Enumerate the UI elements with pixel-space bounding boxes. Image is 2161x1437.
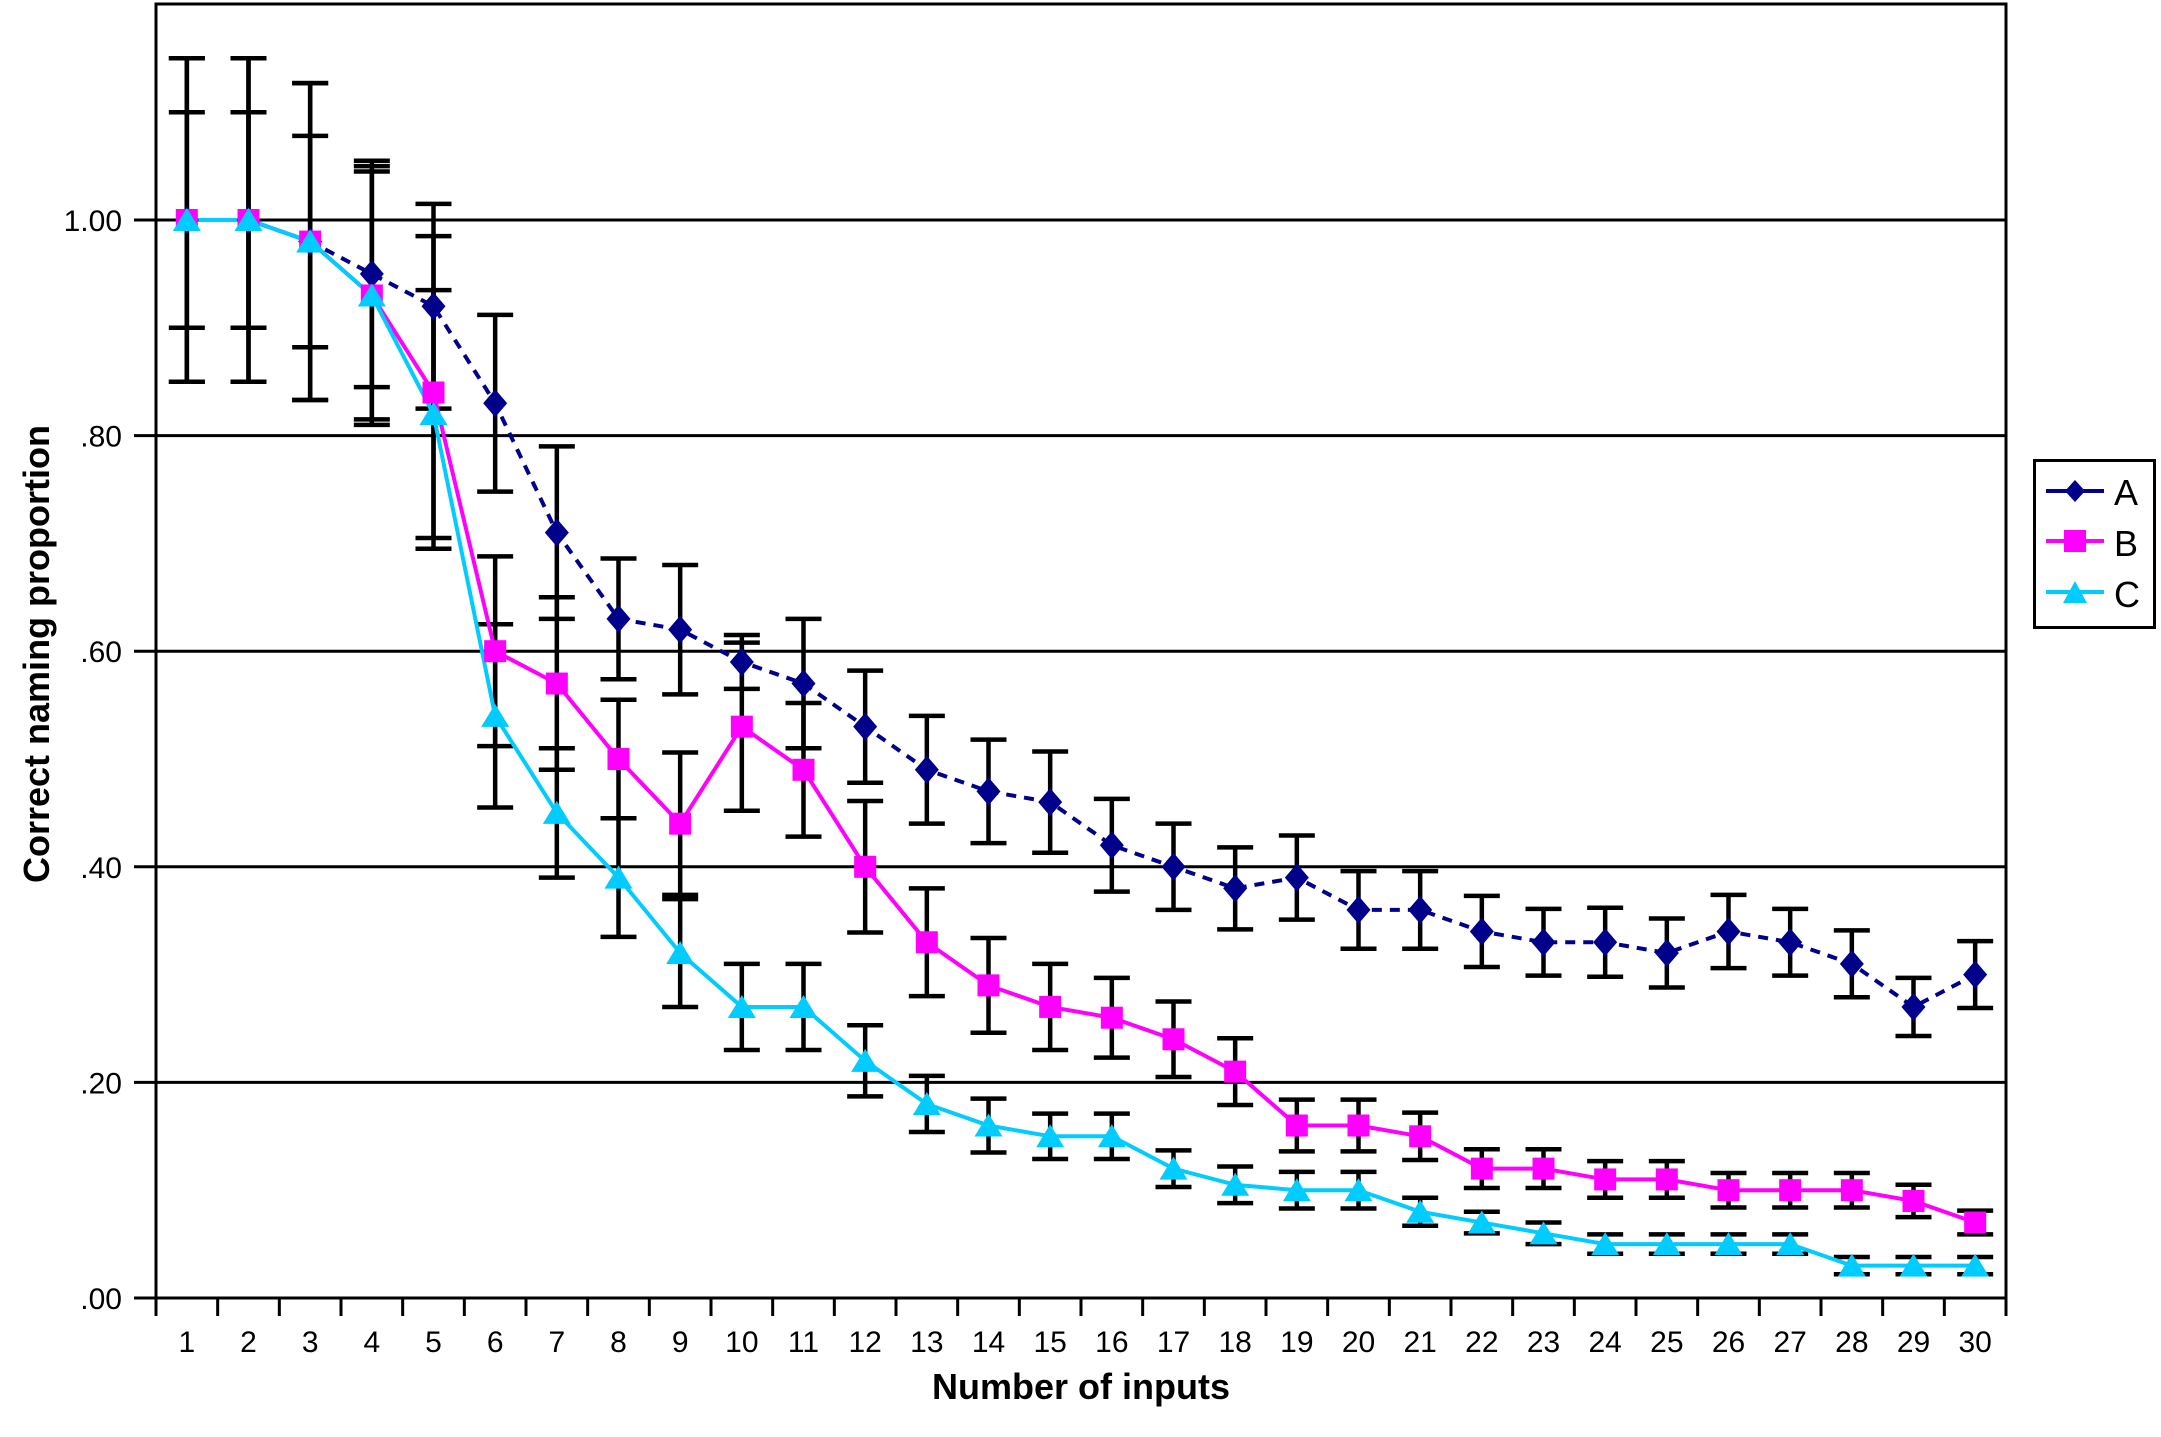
svg-text:29: 29 (1897, 1326, 1930, 1359)
svg-text:11: 11 (788, 1326, 819, 1359)
series-c-triangle-icon (2044, 577, 2106, 612)
legend-label-c: C (2114, 573, 2140, 615)
svg-text:21: 21 (1403, 1326, 1436, 1359)
svg-text:6: 6 (487, 1326, 504, 1359)
svg-text:26: 26 (1712, 1326, 1745, 1359)
legend: A B C (2033, 459, 2156, 629)
svg-text:18: 18 (1218, 1326, 1251, 1359)
svg-text:24: 24 (1588, 1326, 1621, 1359)
svg-text:9: 9 (672, 1326, 689, 1359)
svg-text:4: 4 (363, 1326, 380, 1359)
series-b-square-icon (2044, 526, 2106, 561)
svg-text:28: 28 (1835, 1326, 1868, 1359)
svg-text:3: 3 (302, 1326, 319, 1359)
svg-text:23: 23 (1527, 1326, 1560, 1359)
svg-text:27: 27 (1773, 1326, 1806, 1359)
svg-text:22: 22 (1465, 1326, 1498, 1359)
svg-text:15: 15 (1033, 1326, 1066, 1359)
series-a-diamond-icon (2044, 476, 2106, 511)
x-axis-title: Number of inputs (932, 1366, 1230, 1407)
svg-text:.20: .20 (80, 1067, 122, 1100)
svg-text:16: 16 (1095, 1326, 1128, 1359)
svg-text:8: 8 (610, 1326, 627, 1359)
legend-item-c: C (2044, 573, 2153, 615)
svg-text:12: 12 (848, 1326, 881, 1359)
svg-text:1: 1 (178, 1326, 195, 1359)
legend-item-b: B (2044, 522, 2153, 564)
svg-text:17: 17 (1157, 1326, 1190, 1359)
svg-text:.60: .60 (80, 636, 122, 669)
svg-text:25: 25 (1650, 1326, 1683, 1359)
legend-label-b: B (2114, 522, 2139, 564)
svg-text:.80: .80 (80, 421, 122, 454)
svg-text:7: 7 (548, 1326, 565, 1359)
svg-text:.00: .00 (80, 1283, 122, 1316)
svg-text:20: 20 (1342, 1326, 1375, 1359)
legend-item-a: A (2044, 475, 2153, 511)
svg-text:13: 13 (910, 1326, 943, 1359)
svg-text:30: 30 (1958, 1326, 1991, 1359)
svg-text:5: 5 (425, 1326, 442, 1359)
svg-text:2: 2 (240, 1326, 257, 1359)
legend-label-a: A (2114, 472, 2139, 514)
y-axis-title: Correct naming proportion (16, 425, 57, 883)
svg-text:1.00: 1.00 (64, 205, 122, 238)
svg-text:.40: .40 (80, 852, 122, 885)
svg-text:19: 19 (1280, 1326, 1313, 1359)
svg-text:14: 14 (972, 1326, 1005, 1359)
svg-text:10: 10 (725, 1326, 758, 1359)
